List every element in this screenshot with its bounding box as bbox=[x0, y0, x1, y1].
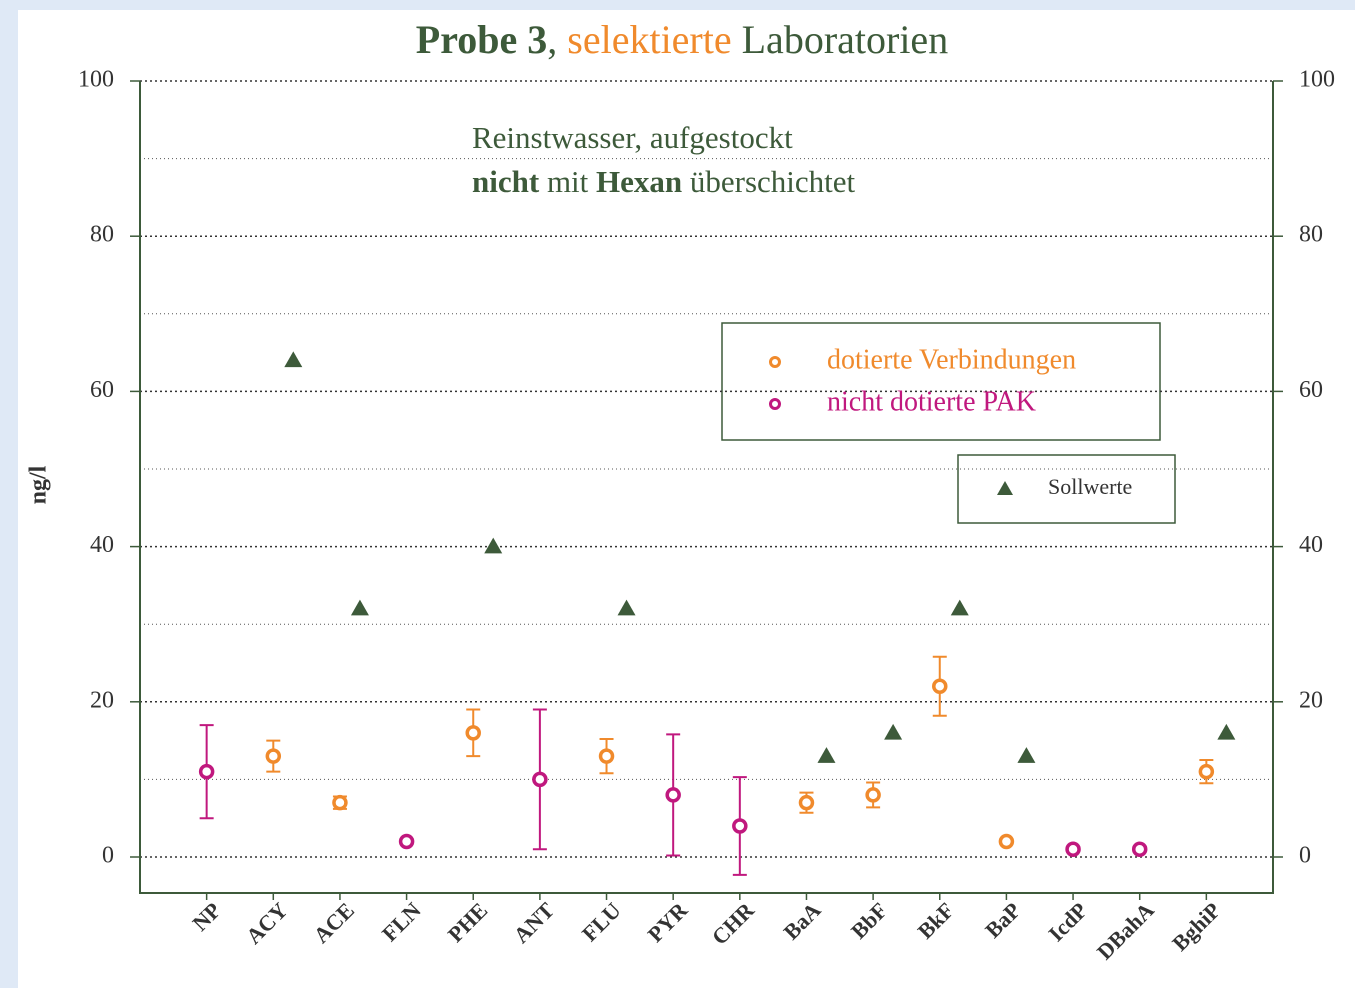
title-part: selektierte bbox=[567, 17, 731, 62]
y2-tick-label: 100 bbox=[1299, 67, 1335, 93]
data-point bbox=[198, 763, 215, 780]
title-part: , bbox=[547, 17, 567, 62]
y-tick-label: 80 bbox=[90, 222, 114, 248]
target-marker bbox=[1017, 747, 1036, 763]
target-marker bbox=[817, 747, 836, 763]
annotation-part: Hexan bbox=[596, 164, 682, 199]
target-marker bbox=[617, 599, 636, 616]
legend-box bbox=[721, 322, 1161, 441]
y2-tick-label: 80 bbox=[1299, 222, 1323, 248]
legend-label: dotierte Verbindungen bbox=[827, 344, 1076, 375]
target-marker bbox=[1217, 723, 1236, 740]
data-point bbox=[865, 787, 881, 803]
data-point bbox=[798, 794, 815, 811]
data-point bbox=[265, 748, 282, 764]
y-axis-label: ng/l bbox=[26, 465, 52, 504]
data-point bbox=[332, 794, 348, 811]
y-tick-label: 100 bbox=[78, 67, 114, 93]
target-marker bbox=[484, 537, 503, 554]
legend-label: Sollwerte bbox=[1048, 474, 1132, 499]
annotation: Reinstwasser, aufgestockt bbox=[472, 120, 793, 155]
target-marker bbox=[950, 599, 969, 616]
data-point bbox=[998, 833, 1015, 850]
data-point bbox=[1198, 763, 1215, 780]
target-marker bbox=[350, 599, 369, 616]
data-point bbox=[732, 818, 748, 834]
legend-box bbox=[957, 454, 1176, 524]
data-point bbox=[932, 678, 948, 695]
legend-label: nicht dotierte PAK bbox=[827, 386, 1036, 417]
y-tick-label: 60 bbox=[90, 377, 114, 403]
data-point bbox=[465, 725, 481, 741]
target-marker bbox=[284, 351, 303, 368]
y2-tick-label: 20 bbox=[1299, 687, 1323, 713]
annotation-part: mit bbox=[539, 164, 596, 199]
y-tick-label: 0 bbox=[102, 843, 114, 869]
annotation-part: überschichtet bbox=[682, 164, 855, 199]
data-point bbox=[598, 748, 615, 764]
y-tick-label: 20 bbox=[90, 687, 114, 713]
legend-marker bbox=[769, 398, 781, 410]
title-part: Probe 3 bbox=[416, 17, 547, 62]
y2-tick-label: 0 bbox=[1299, 843, 1311, 869]
legend-marker bbox=[769, 356, 781, 368]
title-part: Laboratorien bbox=[732, 17, 949, 62]
data-point bbox=[1065, 841, 1081, 857]
axis-frame bbox=[139, 81, 1274, 894]
target-marker bbox=[884, 723, 903, 740]
annotation-part: nicht bbox=[472, 164, 540, 199]
data-point bbox=[398, 833, 415, 850]
chart-title: Probe 3, selektierte Laboratorien bbox=[416, 17, 948, 62]
data-point bbox=[532, 771, 548, 788]
y-tick-label: 40 bbox=[90, 532, 114, 558]
annotation: nicht mit Hexan überschichtet bbox=[472, 164, 856, 199]
y2-tick-label: 60 bbox=[1299, 377, 1323, 403]
annotation-part: Reinstwasser, aufgestockt bbox=[472, 120, 793, 155]
data-point bbox=[1131, 841, 1148, 857]
y2-tick-label: 40 bbox=[1299, 532, 1323, 558]
legend-marker bbox=[997, 481, 1013, 495]
data-point bbox=[665, 787, 681, 803]
